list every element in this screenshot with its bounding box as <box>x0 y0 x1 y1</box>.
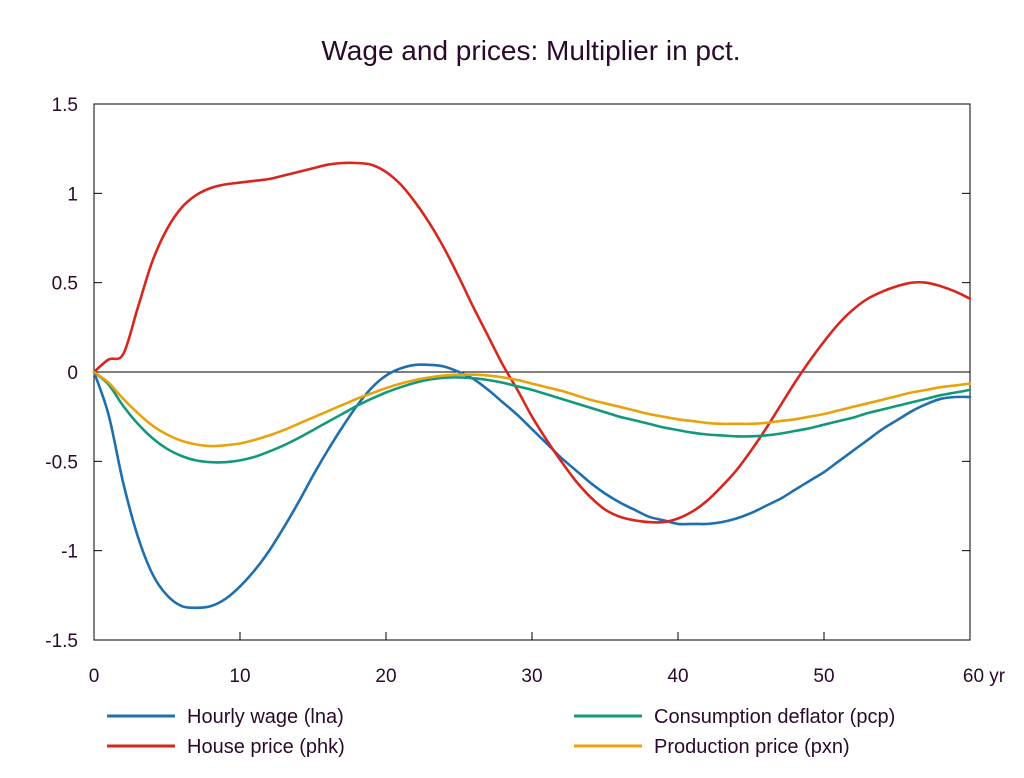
series-layer <box>92 161 972 610</box>
x-tick-label: 60 yr <box>963 666 1006 687</box>
legend-label: Consumption deflator (pcp) <box>654 706 895 728</box>
legend-label: House price (phk) <box>187 736 345 758</box>
x-tick-label: 0 <box>89 666 100 687</box>
legend-item-consumption-deflator: Consumption deflator (pcp) <box>574 706 895 728</box>
x-tick-label: 30 <box>521 666 542 687</box>
legend: Hourly wage (lna) Consumption deflator (p… <box>107 706 895 758</box>
y-tick-label: 1.5 <box>52 95 78 116</box>
legend-label: Production price (pxn) <box>654 736 850 758</box>
series-line-house-price <box>92 161 972 524</box>
y-tick-label: 0 <box>67 363 78 384</box>
legend-item-production-price: Production price (pxn) <box>574 736 850 758</box>
legend-label: Hourly wage (lna) <box>187 706 344 728</box>
y-tick-label: -1.5 <box>45 631 78 652</box>
x-tick-label: 50 <box>813 666 834 687</box>
y-tick-label: 0.5 <box>52 274 78 295</box>
x-tick-label: 10 <box>229 666 250 687</box>
x-tick-label: 20 <box>375 666 396 687</box>
series-line-consumption-deflator <box>92 370 972 464</box>
y-axis: -1.5 -1 -0.5 0 0.5 1 1.5 <box>45 95 970 652</box>
legend-item-hourly-wage: Hourly wage (lna) <box>107 706 344 728</box>
x-tick-label: 40 <box>667 666 688 687</box>
y-tick-label: 1 <box>67 184 78 205</box>
chart-title: Wage and prices: Multiplier in pct. <box>321 35 740 66</box>
series-line-production-price <box>92 370 972 448</box>
y-tick-label: -1 <box>61 542 78 563</box>
legend-item-house-price: House price (phk) <box>107 736 345 758</box>
y-tick-label: -0.5 <box>45 452 78 473</box>
series-line-hourly-wage <box>92 363 972 610</box>
x-axis: 0 10 20 30 40 50 60 yr <box>89 632 1006 687</box>
